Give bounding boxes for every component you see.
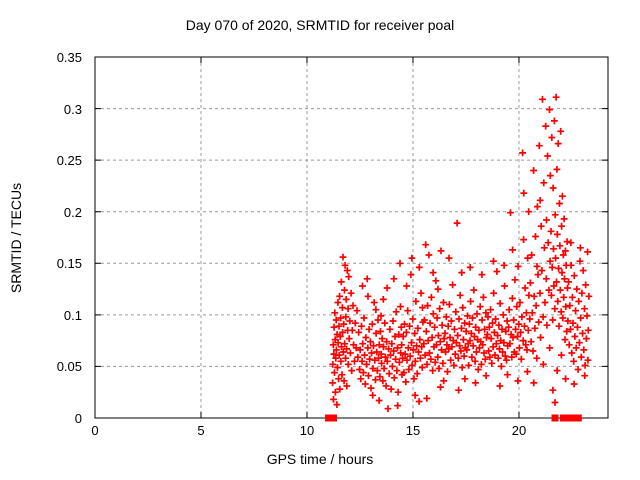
y-tick-label: 0.35 xyxy=(56,50,82,65)
scatter-point-square xyxy=(330,414,337,422)
y-tick-label: 0.1 xyxy=(63,307,82,323)
scatter-point-square xyxy=(574,414,582,422)
x-tick-label: 10 xyxy=(299,423,315,438)
x-tick-label: 15 xyxy=(405,423,421,438)
y-tick-label: 0.25 xyxy=(56,153,82,169)
x-tick-label: 5 xyxy=(197,423,205,438)
scatter-points-plus xyxy=(329,93,593,413)
y-tick-label: 0.15 xyxy=(56,256,82,272)
x-tick-label: 0 xyxy=(91,423,99,438)
x-axis-label: GPS time / hours xyxy=(266,451,374,467)
x-tick-label: 20 xyxy=(511,423,527,438)
y-tick-label: 0.3 xyxy=(63,101,82,117)
y-tick-label: 0 xyxy=(74,411,82,426)
chart-title: Day 070 of 2020, SRMTID for receiver poa… xyxy=(185,17,455,33)
y-tick-label: 0.2 xyxy=(63,204,82,220)
scatter-point-square xyxy=(551,414,559,422)
y-tick-label: 0.05 xyxy=(56,359,82,375)
